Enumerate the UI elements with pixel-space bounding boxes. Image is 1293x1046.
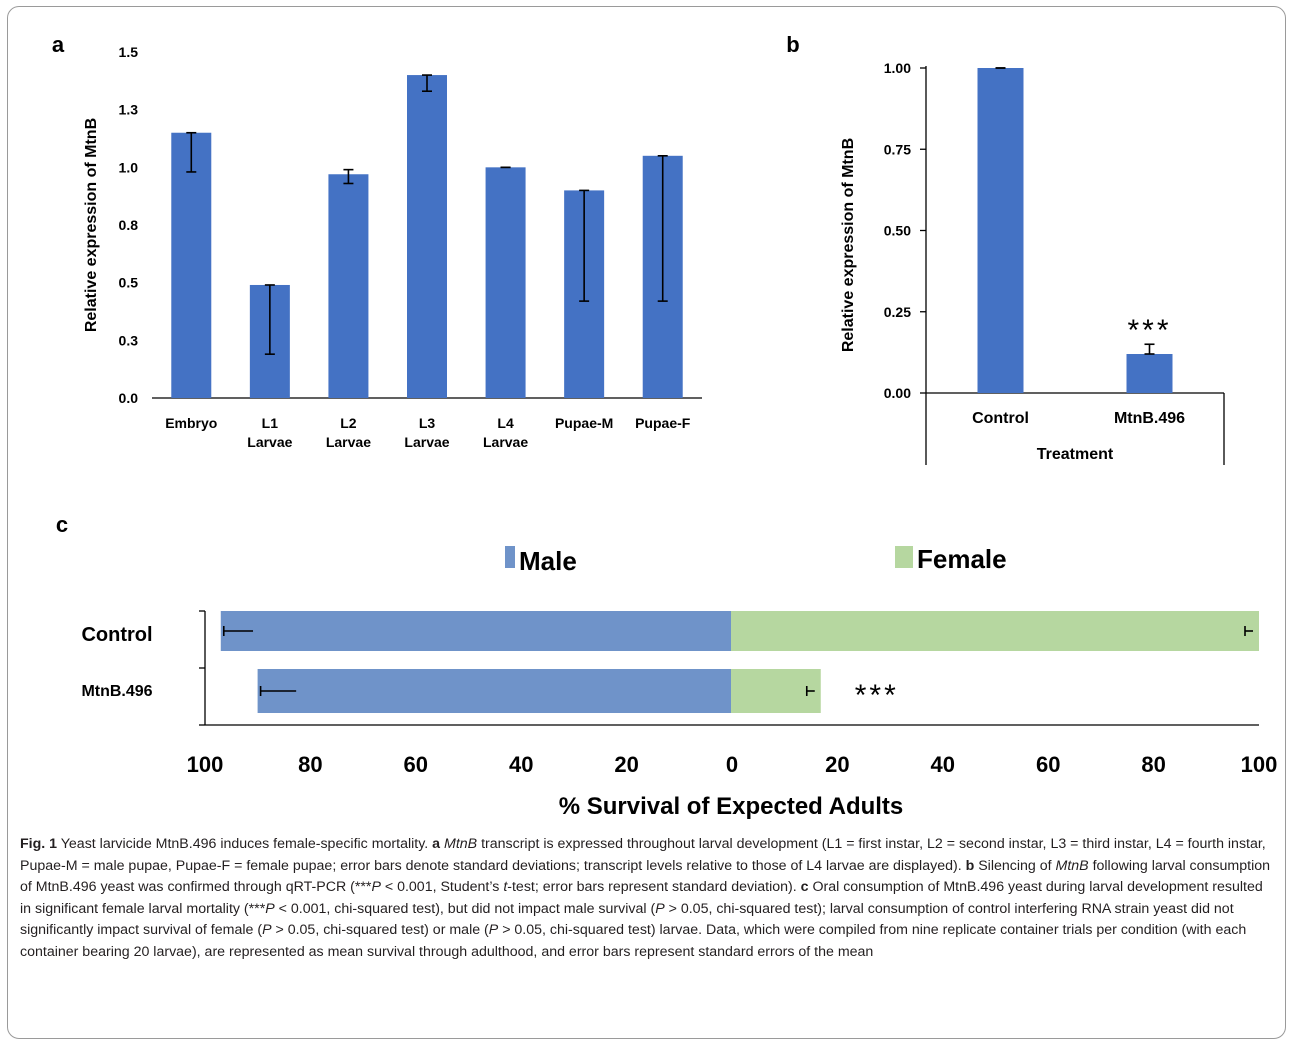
c-x-tick-label: 60	[1036, 752, 1060, 777]
a-x-tick-label: Larvae	[247, 434, 292, 450]
b-y-tick-label: 0.25	[884, 304, 911, 320]
caption-text: P	[655, 900, 665, 917]
caption-text: following larval consumption of MtnB.496…	[20, 857, 1271, 896]
caption-text: P	[265, 900, 275, 917]
c-x-axis-label: % Survival of Expected Adults	[559, 793, 904, 820]
a-x-tick-label: Larvae	[326, 434, 371, 450]
a-bar	[485, 167, 526, 398]
caption-text: c	[800, 879, 809, 895]
c-x-tick-label: 40	[509, 752, 533, 777]
c-bar-female	[731, 669, 821, 713]
b-y-tick-label: 0.00	[884, 385, 911, 401]
caption-text: Silencing of	[974, 857, 1056, 874]
figure-charts: a 0.0 0.3 0.5 0.8 1.0 1.3 1.5 Relative expressio…	[52, 32, 1278, 820]
b-y-tick-label: 0.75	[884, 141, 911, 157]
a-x-tick-label: L3	[419, 415, 436, 431]
caption-text: > 0.05, chi-squared test) larvae. Data, …	[20, 922, 1247, 960]
caption-text: > 0.05, chi-squared test) or male (	[271, 922, 489, 938]
b-x-tick-label: MtnB.496	[1114, 410, 1185, 427]
a-y-axis-label: Relative expression of MtnB	[83, 118, 100, 332]
caption-text: Oral consumption of MtnB.496 yeast durin…	[20, 879, 1263, 917]
caption-text: Yeast larvicide MtnB.496 induces female-…	[57, 836, 433, 852]
b-bar	[977, 68, 1024, 393]
caption-text: > 0.05, chi-squared test); larval consum…	[20, 900, 1234, 939]
caption-text: P	[371, 879, 381, 895]
caption-text: a	[432, 836, 441, 852]
caption-text: P	[488, 922, 499, 938]
a-x-tick-label: Pupae-M	[555, 415, 613, 431]
c-x-tick-label: 20	[825, 752, 849, 777]
c-x-tick-label: 80	[1141, 752, 1165, 777]
a-bar	[407, 75, 447, 399]
a-x-tick-label: Embryo	[165, 415, 217, 431]
panel-label-b: b	[786, 32, 799, 57]
a-y-tick-label: 1.0	[119, 159, 139, 175]
legend-swatch-male	[505, 546, 515, 568]
b-bar	[1126, 354, 1173, 393]
b-x-axis-label: Treatment	[1037, 446, 1114, 463]
c-x-tick-label: 40	[931, 752, 955, 777]
panel-label-a: a	[52, 32, 65, 57]
b-y-axis-label: Relative expression of MtnB	[840, 138, 857, 352]
a-x-tick-label: Pupae-F	[635, 415, 691, 431]
legend-label-female: Female	[917, 544, 1007, 574]
a-y-tick-label: 1.5	[119, 44, 139, 60]
a-bar	[328, 174, 369, 398]
b-significance-annotation: ***	[1127, 314, 1171, 347]
c-x-tick-label: 100	[1241, 752, 1278, 777]
a-x-tick-label: L1	[262, 415, 279, 431]
a-x-tick-label: Larvae	[483, 434, 528, 450]
caption-figure-number: Fig. 1	[20, 836, 58, 852]
figure-frame	[7, 6, 1286, 1039]
c-bar-female	[731, 611, 1259, 651]
c-category-label: Control	[81, 624, 152, 646]
a-x-tick-label: L2	[340, 415, 357, 431]
c-bar-male	[257, 669, 731, 713]
c-category-label: MtnB.496	[81, 683, 152, 700]
caption-text: MtnB	[444, 836, 478, 852]
a-x-tick-label: Larvae	[404, 434, 449, 450]
c-x-tick-label: 60	[404, 752, 428, 777]
c-bar-male	[220, 611, 731, 651]
a-y-tick-label: 0.3	[119, 332, 139, 348]
figure-caption: Fig. 1 Yeast larvicide MtnB.496 induces …	[20, 834, 1275, 963]
c-x-tick-label: 20	[614, 752, 638, 777]
b-x-tick-label: Control	[972, 410, 1029, 427]
caption-text: < 0.001, chi-squared test), but did not …	[274, 900, 656, 917]
c-x-tick-label: 0	[726, 752, 738, 777]
caption-text: < 0.001, Student’s	[380, 879, 504, 895]
panel-label-c: c	[56, 512, 68, 537]
caption-text: MtnB	[1055, 857, 1089, 874]
a-x-tick-label: L4	[497, 415, 514, 431]
caption-text: -test; error bars represent standard dev…	[507, 879, 801, 895]
c-x-tick-label: 80	[298, 752, 322, 777]
c-x-tick-label: 100	[187, 752, 224, 777]
a-y-tick-label: 0.0	[119, 390, 139, 406]
legend-swatch-female	[895, 546, 913, 568]
caption-text: transcript is expressed throughout larva…	[20, 836, 1266, 874]
caption-text: b	[965, 857, 975, 874]
legend-label-male: Male	[519, 546, 577, 576]
a-y-tick-label: 0.8	[119, 217, 139, 233]
b-y-tick-label: 0.50	[884, 223, 911, 239]
c-significance-annotation: ***	[855, 679, 899, 712]
caption-text: P	[262, 922, 272, 938]
a-y-tick-label: 1.3	[119, 102, 139, 118]
a-bar	[171, 132, 212, 398]
b-y-tick-label: 1.00	[884, 60, 911, 76]
caption-text: t	[503, 879, 508, 895]
a-y-tick-label: 0.5	[119, 275, 139, 291]
